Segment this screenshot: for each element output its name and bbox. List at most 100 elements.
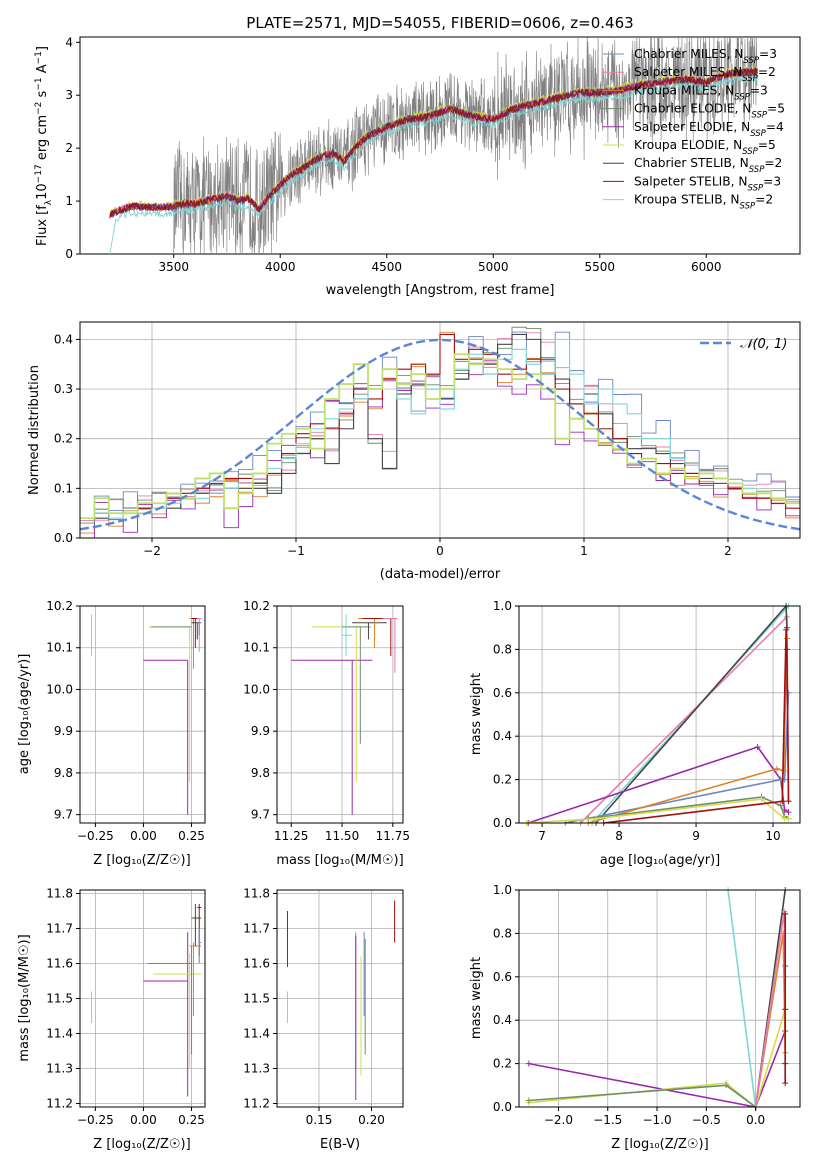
legend-text: =3: [759, 47, 777, 61]
legend-text: =5: [758, 138, 776, 152]
model-line-8: [109, 73, 758, 255]
age-weight-x-tick-label: 7: [538, 829, 546, 843]
z-weight-x-tick-label: −0.5: [692, 1113, 721, 1127]
age-weight-y-tick-label: 0.0: [493, 816, 512, 830]
gaussian-legend-label: 𝒩(0, 1): [740, 337, 787, 352]
legend-entry-7: Salpeter STELIB, NSSP=3: [634, 174, 781, 193]
histogram-x-tick-label: 1: [580, 544, 588, 558]
z-mass-panel: −0.25 0.00 0.25 11.2 11.3 11.4 11.5 11.6 11.7 11.…: [17, 887, 206, 1152]
ebv-mass-grid: [277, 890, 403, 1107]
ebv-mass-panel: 0.15 0.20 11.2 11.3 11.4 11.5 11.6 11.7 11.8 E(B…: [243, 887, 404, 1152]
histogram-y-tick-label: 0.2: [54, 432, 73, 446]
z-weight-marker: [782, 1006, 789, 1013]
z-mass-y-tick-label: 11.5: [46, 992, 73, 1006]
ebv-mass-axis-ticks: 0.15 0.20 11.2 11.3 11.4 11.5 11.6 11.7 11.8: [243, 887, 385, 1128]
z-weight-y-tick-label: 0.2: [493, 1057, 512, 1071]
legend-entry-0: Chabrier MILES, NSSP=3: [634, 47, 777, 66]
spectrum-x-label: wavelength [Angstrom, rest frame]: [326, 283, 555, 298]
z-mass-errorbars: [91, 904, 202, 1097]
z-age-y-label: age [log₁₀(age/yr)]: [17, 654, 32, 775]
legend-text: Kroupa MILES, N: [634, 83, 734, 97]
z-mass-y-tick-label: 11.8: [46, 887, 73, 901]
age-weight-axis-ticks: 7 8 9 10 0.0 0.2 0.4 0.6 0.8 1.0: [493, 599, 781, 843]
z-weight-marker: [782, 1060, 789, 1067]
histogram-x-tick-label: −1: [287, 544, 305, 558]
z-age-x-label: Z [log₁₀(Z/Z☉)]: [93, 853, 190, 868]
z-weight-marker: [723, 1082, 730, 1089]
legend-text: Salpeter ELODIE, N: [634, 120, 750, 134]
legend-sub: SSP: [734, 92, 750, 102]
z-age-y-tick-label: 9.9: [54, 724, 73, 738]
age-weight-marker: [785, 798, 792, 805]
age-weight-marker: [780, 767, 787, 774]
histogram-y-tick-label: 0.3: [54, 382, 73, 396]
legend-text: =5: [767, 102, 785, 116]
histogram-y-tick-label: 0.4: [54, 332, 73, 346]
spectrum-y-tick-label: 3: [65, 88, 73, 102]
histogram-y-tick-label: 0.1: [54, 481, 73, 495]
ebv-mass-x-tick-label: 0.15: [306, 1113, 333, 1127]
age-weight-line: [588, 638, 788, 824]
age-weight-line: [580, 616, 790, 824]
ebv-mass-y-tick-label: 11.8: [243, 887, 270, 901]
legend-text: Kroupa STELIB, N: [634, 193, 740, 207]
z-mass-y-tick-label: 11.3: [46, 1062, 73, 1076]
legend-sub: SSP: [742, 74, 758, 84]
spectrum-x-tick-label: 4500: [371, 260, 402, 274]
age-weight-marker: [785, 689, 792, 696]
z-weight-marker: [525, 1060, 532, 1067]
age-weight-marker: [754, 744, 761, 751]
age-weight-marker: [592, 815, 599, 822]
z-weight-marker: [525, 1097, 532, 1104]
residual-histogram-panel: −2 −1 0 1 2 0.0 0.1 0.2 0.3 0.4 (data-model)/erro…: [27, 321, 801, 582]
legend-text: =2: [764, 156, 782, 170]
spectrum-x-tick-label: 5000: [478, 260, 509, 274]
spectrum-y-tick-label: 4: [65, 35, 73, 49]
z-age-grid: [80, 605, 205, 823]
z-weight-x-tick-label: −1.5: [593, 1113, 622, 1127]
model-line-7: [109, 67, 758, 219]
z-mass-x-tick-label: 0.00: [130, 1113, 157, 1127]
histogram-step-salpeter-stelib: [80, 333, 800, 519]
legend-text: =3: [763, 174, 781, 188]
ebv-mass-y-tick-label: 11.4: [243, 1027, 270, 1041]
spectrum-x-tick-label: 5500: [584, 260, 615, 274]
mass-age-y-tick-label: 10.1: [243, 641, 270, 655]
z-weight-panel: −2.0 −1.5 −1.0 −0.5 0.0 0.0 0.2 0.4 0.6 0.8 1.0 Z …: [469, 883, 801, 1152]
z-weight-line: [754, 910, 786, 1108]
z-weight-y-tick-label: 0.6: [493, 970, 512, 984]
spectrum-y-label: Flux [fλ10−17 erg cm−2 s−1 A−1]: [34, 46, 54, 246]
z-age-plot-area: [79, 605, 206, 824]
z-age-y-tick-label: 9.8: [54, 766, 73, 780]
legend-sub: SSP: [750, 129, 766, 139]
legend-text: Chabrier ELODIE, N: [634, 102, 751, 116]
z-weight-grid: [519, 889, 800, 1108]
z-weight-y-tick-label: 0.8: [493, 926, 512, 940]
legend-entry-8: Kroupa STELIB, NSSP=2: [634, 193, 773, 212]
z-weight-marker: [782, 1080, 789, 1087]
legend-entry-5: Kroupa ELODIE, NSSP=5: [634, 138, 776, 157]
z-age-panel: −0.25 0.00 0.25 9.7 9.8 9.9 10.0 10.1 10.2 Z [lo…: [17, 599, 206, 868]
legend-text: =3: [750, 83, 768, 97]
ebv-mass-x-tick-label: 0.20: [358, 1113, 385, 1127]
spectrum-plot-area: [79, 36, 801, 255]
mass-age-grid: [277, 605, 403, 823]
histogram-x-tick-label: −2: [143, 544, 161, 558]
age-weight-y-tick-label: 0.8: [493, 642, 512, 656]
mass-age-y-tick-label: 9.9: [251, 724, 270, 738]
spectrum-x-tick-label: 4000: [265, 260, 296, 274]
ebv-mass-x-label: E(B-V): [320, 1137, 360, 1152]
z-weight-x-tick-label: −2.0: [544, 1113, 573, 1127]
legend-text: Kroupa ELODIE, N: [634, 138, 742, 152]
age-weight-y-tick-label: 0.6: [493, 686, 512, 700]
z-age-x-tick-label: 0.00: [130, 829, 157, 843]
z-mass-grid: [80, 890, 205, 1107]
mass-age-y-tick-label: 10.2: [243, 599, 270, 613]
z-mass-y-tick-label: 11.4: [46, 1027, 73, 1041]
age-weight-plot-area: [518, 605, 801, 824]
z-weight-line: [528, 1084, 757, 1108]
age-weight-marker: [758, 796, 765, 803]
age-weight-x-tick-label: 9: [692, 829, 700, 843]
legend-text: Salpeter MILES, N: [634, 65, 742, 79]
z-weight-x-label: Z [log₁₀(Z/Z☉)]: [611, 1137, 708, 1152]
